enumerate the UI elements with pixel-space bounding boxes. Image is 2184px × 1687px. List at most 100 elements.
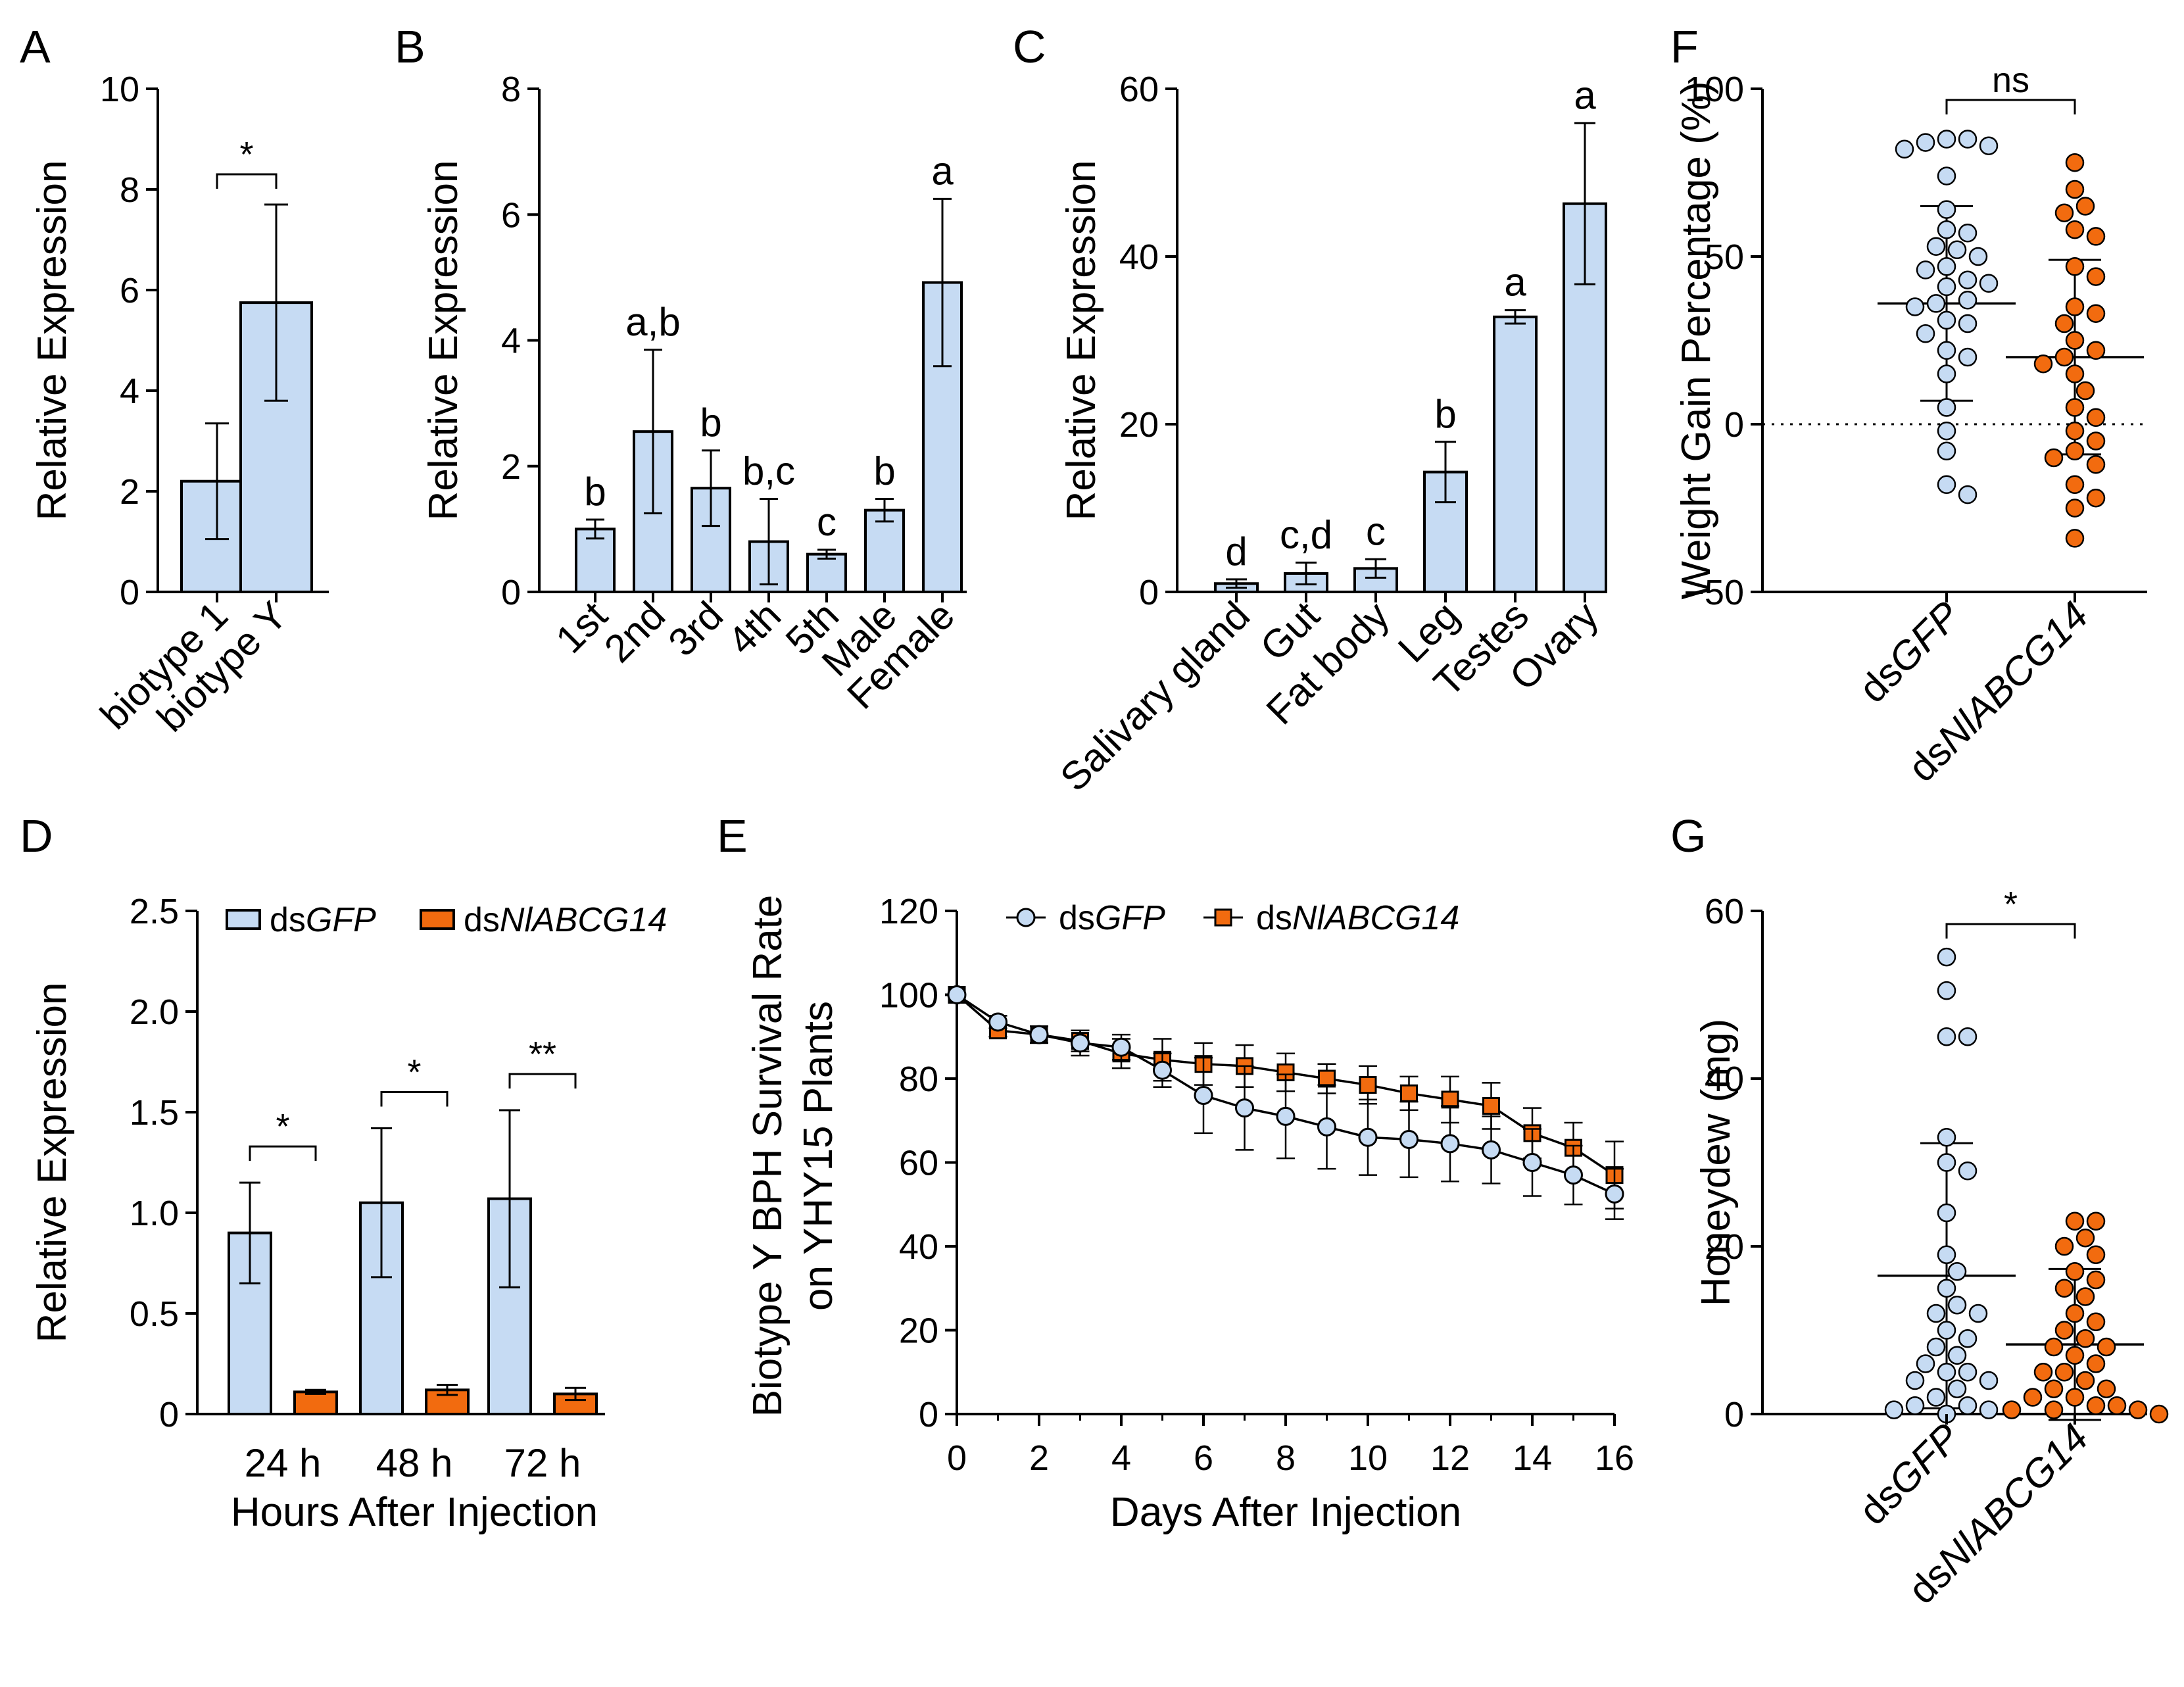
b-letter: b,c xyxy=(742,449,795,493)
a-sig-bracket xyxy=(216,173,278,189)
panel-c: 0 20 40 60 Relative Expression d Salivary glan… xyxy=(1052,70,1607,800)
g-point xyxy=(1937,1203,1956,1223)
g-point xyxy=(2054,1279,2074,1298)
a-y-tick-label: 10 xyxy=(100,70,139,109)
e-x-tick-label: 6 xyxy=(1194,1438,1213,1478)
f-point xyxy=(1926,294,1946,313)
e-point-gfp xyxy=(1358,1127,1378,1147)
e-x-tick-label: 4 xyxy=(1111,1438,1131,1478)
f-point xyxy=(2086,267,2106,286)
a-y-axis-label: Relative Expression xyxy=(30,160,75,521)
g-point xyxy=(2065,1211,2085,1231)
f-point xyxy=(2054,314,2074,333)
g-y-tick-label: 40 xyxy=(1705,1060,1744,1099)
panel-letter-f: F xyxy=(1670,21,1699,72)
e-point-gfp xyxy=(1482,1140,1501,1160)
g-point xyxy=(1958,1396,1978,1415)
b-x-tick-label: 1st xyxy=(547,593,616,662)
g-point xyxy=(1979,1400,1999,1419)
f-point xyxy=(1979,274,1999,293)
b-letter: a,b xyxy=(625,300,680,344)
d-x-tick-label: 72 h xyxy=(504,1441,581,1485)
g-x-tick-label: dsGFP xyxy=(1851,1415,1968,1533)
g-point xyxy=(2023,1388,2043,1407)
g-point xyxy=(1937,947,1956,967)
f-point xyxy=(1958,270,1978,289)
panel-letter-g: G xyxy=(1670,810,1706,862)
f-point xyxy=(2054,347,2074,367)
e-x-axis-label: Days After Injection xyxy=(1110,1490,1461,1535)
panel-letter-d: D xyxy=(20,810,53,862)
b-letter: c xyxy=(817,500,837,544)
g-point xyxy=(2086,1270,2106,1290)
d-x-axis-label: Hours After Injection xyxy=(231,1490,598,1535)
f-point xyxy=(1937,310,1956,330)
f-point xyxy=(1937,130,1956,149)
g-point xyxy=(1937,1245,1956,1264)
f-point xyxy=(2065,421,2085,441)
f-point xyxy=(1916,324,1935,343)
g-point xyxy=(2054,1236,2074,1256)
f-point xyxy=(2065,180,2085,199)
c-bar xyxy=(1493,315,1538,593)
e-x-tick-label: 10 xyxy=(1348,1438,1388,1478)
f-point xyxy=(1916,133,1935,152)
panel-letter-c: C xyxy=(1013,21,1046,72)
c-y-axis-label: Relative Expression xyxy=(1059,160,1104,521)
f-point xyxy=(2065,475,2085,495)
panel-letter-a: A xyxy=(20,21,51,72)
g-point xyxy=(2086,1312,2106,1331)
e-point-gfp xyxy=(1029,1025,1049,1044)
g-point xyxy=(1968,1304,1988,1323)
c-letter: d xyxy=(1225,529,1247,574)
f-point xyxy=(1937,200,1956,219)
e-legend-marker-gfp xyxy=(1016,908,1036,927)
e-legend-label-nlabcg14-prefix: ds xyxy=(1256,899,1292,937)
g-point xyxy=(1937,1321,1956,1340)
f-point xyxy=(1895,139,1914,159)
f-point xyxy=(2033,354,2053,374)
g-point xyxy=(2075,1229,2095,1248)
e-y-axis-label-line2: on YHY15 Plants xyxy=(796,1001,841,1311)
c-x-tick-label: Salivary gland xyxy=(1052,593,1258,800)
a-y-tick-label: 6 xyxy=(120,271,139,310)
g-point xyxy=(2065,1304,2085,1323)
c-y-tick-label: 20 xyxy=(1119,405,1159,445)
f-point xyxy=(1947,240,1967,260)
a-y-tick-label: 2 xyxy=(120,472,139,512)
e-point-gfp xyxy=(1276,1106,1296,1126)
f-point xyxy=(1905,297,1925,316)
e-point-gfp xyxy=(1235,1098,1254,1118)
f-y-tick-label: 50 xyxy=(1705,237,1744,277)
d-bar xyxy=(359,1201,404,1415)
c-y-tick-label: 0 xyxy=(1139,573,1159,612)
f-y-tick-label: −50 xyxy=(1684,573,1744,612)
f-point xyxy=(2086,341,2106,360)
f-point xyxy=(2044,448,2064,468)
g-point xyxy=(1937,1363,1956,1382)
g-point xyxy=(1947,1379,1967,1398)
g-point xyxy=(1926,1304,1946,1323)
e-point-gfp xyxy=(1111,1037,1131,1057)
g-point xyxy=(2065,1262,2085,1281)
f-x-tick-label: dsGFP xyxy=(1851,593,1968,711)
e-y-tick-label: 40 xyxy=(899,1227,938,1267)
e-point-gfp xyxy=(1399,1129,1419,1149)
e-point-gfp xyxy=(1071,1033,1090,1053)
g-sig-bracket xyxy=(1945,923,2076,939)
g-point xyxy=(1947,1296,1967,1315)
g-point xyxy=(1937,1153,1956,1172)
e-y-tick-label: 100 xyxy=(879,976,938,1015)
g-point xyxy=(1937,1279,1956,1298)
b-y-tick-label: 8 xyxy=(501,70,521,109)
f-point xyxy=(2065,331,2085,350)
f-point xyxy=(1958,485,1978,504)
d-legend-label-gfp-prefix: ds xyxy=(270,901,306,939)
f-y-axis-label: Weight Gain Percentage (%) xyxy=(1674,81,1719,599)
g-point xyxy=(2075,1371,2095,1390)
d-legend-label-nlabcg14: dsNlABCG14 xyxy=(464,901,667,939)
g-point xyxy=(2075,1287,2095,1306)
g-point xyxy=(1937,981,1956,1000)
